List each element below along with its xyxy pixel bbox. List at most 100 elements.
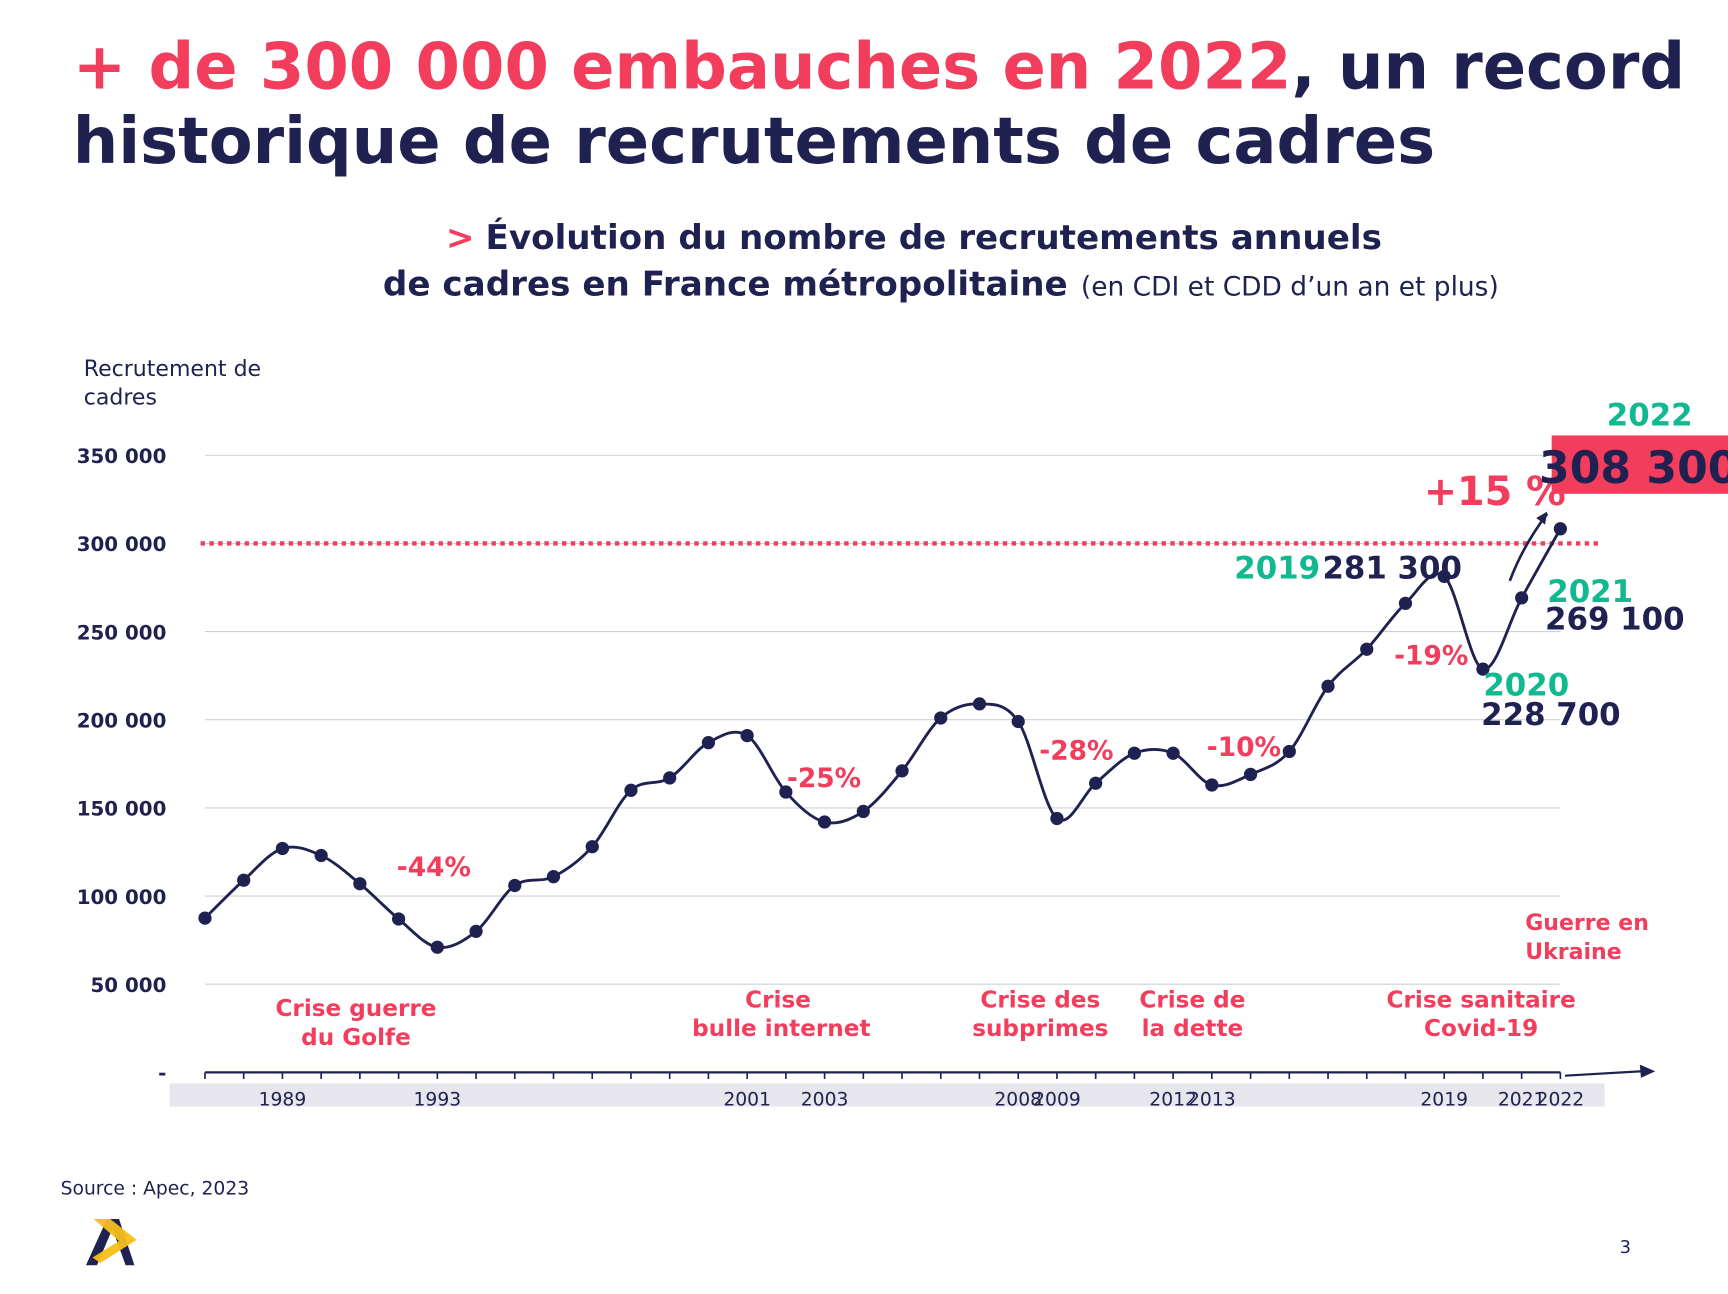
change-label-dette: -10% — [1207, 732, 1281, 763]
y-tick-label: 50 000 — [91, 974, 167, 997]
page-number: 3 — [1620, 1238, 1631, 1258]
growth-arrow — [1508, 512, 1549, 582]
subtitle-text1: Évolution du nombre de recrutements annu… — [486, 217, 1382, 258]
x-axis-arrow — [1564, 1070, 1643, 1077]
crisis-bands — [205, 529, 1560, 1073]
y-axis-label-line2: cadres — [84, 386, 157, 411]
y-tick-label: 350 000 — [77, 445, 167, 468]
apec-logo — [85, 1218, 137, 1266]
x-tick-label-2021: 2021 — [1498, 1089, 1546, 1110]
label-value-2022: 308 300 — [1539, 443, 1728, 494]
crisis-label-subprimes-2: subprimes — [972, 1016, 1108, 1042]
y-tick-labels: - 50 000 100 000 150 000 200 000 250 000 300 0… — [77, 445, 167, 1085]
crisis-label-internet-2: bulle internet — [692, 1016, 870, 1042]
data-point-2003 — [817, 815, 832, 829]
growth-label: +15 % — [1424, 469, 1566, 515]
data-point-2004 — [856, 804, 870, 819]
data-point-2009 — [1050, 811, 1064, 826]
data-point-2012 — [1166, 746, 1180, 760]
subtitle-marker: > — [446, 218, 475, 258]
growth-arrowhead — [1536, 511, 1548, 525]
change-label-subprimes: -28% — [1039, 735, 1113, 766]
data-point-2010 — [1089, 776, 1103, 790]
subtitle-text2: de cadres en France métropolitaine — [383, 264, 1068, 304]
data-point-2001 — [740, 728, 754, 743]
crisis-label-dette-1: Crise de — [1139, 987, 1245, 1013]
ukraine-label-1: Guerre en — [1525, 911, 1649, 936]
title-highlight: + de 300 000 embauches en 2022 — [73, 30, 1292, 104]
label-value-2019: 281 300 — [1322, 551, 1462, 587]
data-point-1988 — [237, 873, 251, 887]
gridlines — [204, 454, 1561, 985]
crisis-label-dette-2: la dette — [1142, 1016, 1244, 1042]
data-point-1987 — [198, 911, 212, 925]
data-point-2008 — [1011, 714, 1025, 729]
data-points — [198, 522, 1567, 954]
x-axis-band — [169, 1083, 1605, 1107]
data-point-2007 — [972, 697, 987, 711]
source-note: Source : Apec, 2023 — [61, 1179, 250, 1200]
x-tick-label-1993: 1993 — [414, 1089, 462, 1110]
crisis-label-covid-1: Crise sanitaire — [1387, 987, 1576, 1013]
data-point-2018 — [1398, 596, 1413, 610]
y-axis-label: Recrutement de cadres — [84, 357, 261, 411]
label-year-2022: 2022 — [1607, 397, 1693, 433]
data-point-1999 — [663, 771, 677, 785]
data-point-1989 — [275, 841, 290, 856]
data-point-2014 — [1243, 767, 1258, 782]
data-point-2002 — [779, 785, 793, 799]
x-tick-label-2013: 2013 — [1188, 1089, 1236, 1110]
x-tick-label-2009: 2009 — [1033, 1089, 1081, 1110]
change-label-golfe: -44% — [397, 852, 471, 883]
y-axis-label-line1: Recrutement de — [84, 357, 261, 382]
data-point-2013 — [1205, 778, 1219, 792]
crisis-label-golfe-2: du Golfe — [301, 1025, 411, 1051]
crisis-label-covid-2: Covid-19 — [1424, 1016, 1538, 1042]
x-axis-arrowhead — [1639, 1064, 1656, 1078]
data-point-2017 — [1360, 642, 1374, 656]
data-point-1993 — [430, 940, 444, 954]
y-tick-label: 150 000 — [77, 798, 167, 821]
change-label-internet: -25% — [787, 763, 861, 794]
data-point-1994 — [469, 924, 483, 938]
crisis-label-internet-1: Crise — [745, 987, 811, 1013]
data-point-2015 — [1282, 744, 1296, 759]
crisis-label-golfe-1: Crise guerre — [275, 996, 436, 1022]
title-line1: + de 300 000 embauches en 2022, un recor… — [73, 30, 1685, 104]
data-point-1997 — [585, 840, 599, 854]
x-tick-label-2008: 2008 — [994, 1089, 1042, 1110]
y-tick-label: - — [158, 1062, 166, 1085]
subtitle-note: (en CDI et CDD d’un an et plus) — [1081, 271, 1499, 302]
y-tick-label: 100 000 — [77, 886, 167, 909]
x-tick-label-2012: 2012 — [1149, 1089, 1197, 1110]
title-rest: , un record — [1291, 30, 1685, 104]
label-value-2020: 228 700 — [1481, 697, 1621, 733]
title-line2: historique de recrutements de cadres — [73, 105, 1435, 179]
data-point-1991 — [353, 877, 367, 891]
data-point-2005 — [895, 764, 909, 778]
data-point-2021 — [1515, 591, 1529, 605]
y-tick-label: 200 000 — [77, 709, 167, 732]
data-point-1990 — [314, 848, 328, 863]
x-tick-label-2019: 2019 — [1420, 1089, 1468, 1110]
data-point-1995 — [508, 878, 522, 893]
x-tick-label-2001: 2001 — [723, 1089, 771, 1110]
data-point-1992 — [391, 912, 406, 926]
x-tick-label-1989: 1989 — [259, 1089, 307, 1110]
data-point-1996 — [546, 870, 561, 884]
data-point-2019 — [1437, 569, 1451, 583]
label-year-2019: 2019 — [1234, 551, 1320, 587]
data-point-2022 — [1553, 522, 1567, 536]
x-tick-label-2003: 2003 — [801, 1089, 849, 1110]
label-year-2021: 2021 — [1547, 574, 1633, 610]
data-point-1998 — [624, 783, 638, 797]
data-point-2006 — [934, 711, 948, 725]
x-axis — [204, 1064, 1656, 1079]
ukraine-label-2: Ukraine — [1525, 940, 1621, 965]
y-tick-label: 300 000 — [77, 533, 167, 556]
data-point-2016 — [1321, 679, 1335, 693]
data-point-2011 — [1127, 746, 1142, 760]
label-value-2021: 269 100 — [1545, 601, 1685, 637]
